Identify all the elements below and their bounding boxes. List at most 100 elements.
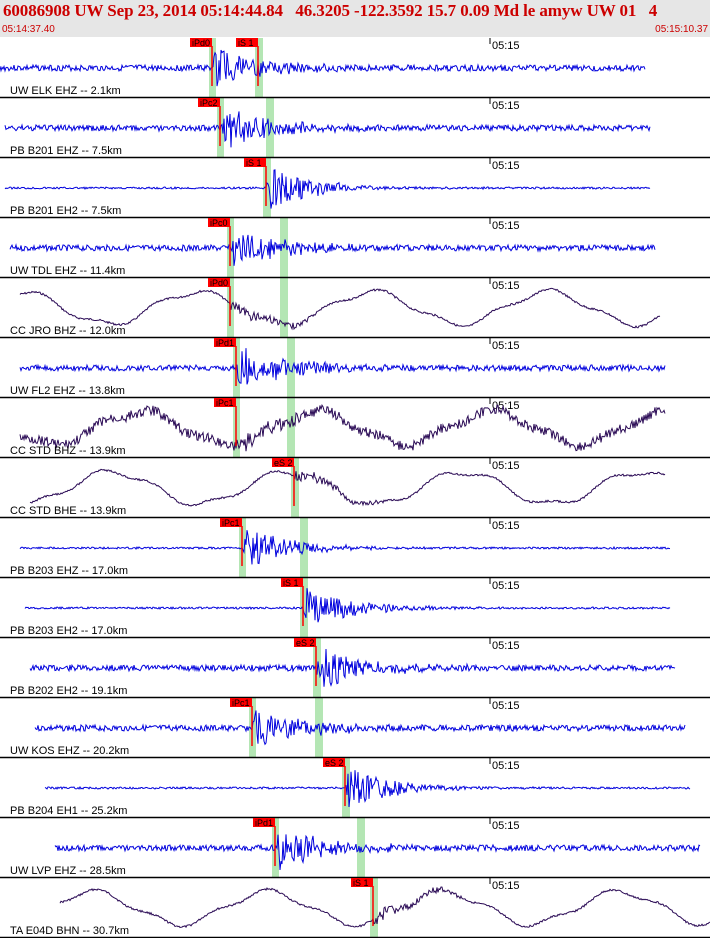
waveform-line (29, 468, 666, 507)
minute-tick-label: 05:15 (492, 220, 520, 232)
minute-tick-label: 05:15 (492, 700, 520, 712)
trace-panel: 05:15 iPd0 iS 1 UW ELK EHZ -- 2.1km (0, 38, 710, 99)
station-label: TA E04D BHN -- 30.7km (10, 925, 129, 937)
waveform-line (9, 234, 656, 266)
s-phase-band (287, 338, 295, 398)
pick-flag[interactable] (208, 218, 230, 227)
minute-tick-label: 05:15 (492, 460, 520, 472)
pick-flag[interactable] (208, 278, 230, 287)
trace-panel: 05:15 iPc2 PB B201 EHZ -- 7.5km (0, 98, 710, 159)
pick-label: iPc2 (200, 98, 218, 108)
trace-panel: 05:15 iPd0 CC JRO BHZ -- 12.0km (0, 278, 710, 339)
pick-flag[interactable] (323, 758, 345, 767)
pick-flag[interactable] (214, 398, 236, 407)
minute-tick-label: 05:15 (492, 280, 520, 292)
station-label: UW KOS EHZ -- 20.2km (10, 745, 129, 757)
waveform-line (34, 710, 686, 746)
station-label: CC JRO BHZ -- 12.0km (10, 325, 126, 337)
s-phase-band (263, 158, 271, 218)
minute-tick-label: 05:15 (492, 520, 520, 532)
trace-panel: 05:15 iPc0 UW TDL EHZ -- 11.4km (0, 218, 710, 279)
waveform-line (44, 770, 691, 808)
station-label: UW LVP EHZ -- 28.5km (10, 865, 126, 877)
trace-panel: 05:15 iS 1 TA E04D BHN -- 30.7km (0, 878, 710, 938)
waveform-line (24, 588, 671, 623)
station-label: UW ELK EHZ -- 2.1km (10, 85, 121, 97)
pick-label: iPc1 (232, 698, 250, 708)
minute-tick-label: 05:15 (492, 820, 520, 832)
trace-panel: 05:15 eS 2 PB B204 EH1 -- 25.2km (0, 758, 710, 819)
pick-flag[interactable] (214, 338, 236, 347)
pick-label: iPc0 (210, 218, 228, 228)
pick-label: iS 1 (353, 878, 369, 888)
trace-panel: 05:15 iS 1 PB B201 EH2 -- 7.5km (0, 158, 710, 219)
start-time: 05:14:37.40 (2, 24, 55, 35)
pick-flag[interactable] (253, 818, 275, 827)
pick-label: iPd1 (216, 338, 234, 348)
trace-panel: 05:15 iS 1 PB B203 EH2 -- 17.0km (0, 578, 710, 639)
trace-panel: 05:15 eS 2 CC STD BHE -- 13.9km (0, 458, 710, 519)
pick-flag[interactable] (244, 158, 266, 167)
s-phase-band (291, 458, 299, 518)
minute-tick-label: 05:15 (492, 340, 520, 352)
station-label: CC STD BHZ -- 13.9km (10, 445, 126, 457)
waveform-line (59, 886, 710, 929)
station-label: PB B202 EH2 -- 19.1km (10, 685, 127, 697)
pick-flag[interactable] (220, 518, 242, 527)
waveform-line (19, 348, 666, 385)
pick-flag[interactable] (236, 38, 258, 47)
s-phase-band (280, 278, 288, 338)
waveform-line (54, 834, 701, 871)
waveform-line (4, 111, 651, 148)
s-phase-band (255, 38, 263, 98)
pick-label: iS 1 (238, 38, 254, 48)
minute-tick-label: 05:15 (492, 580, 520, 592)
minute-tick-label: 05:15 (492, 100, 520, 112)
station-label: CC STD BHE -- 13.9km (10, 505, 126, 517)
pick-label: eS 2 (296, 638, 315, 648)
minute-tick-label: 05:15 (492, 640, 520, 652)
pick-label: iPd1 (255, 818, 273, 828)
pick-label: eS 2 (325, 758, 344, 768)
pick-label: iPc1 (216, 398, 234, 408)
pick-label: iPd0 (210, 278, 228, 288)
trace-panel: 05:15 iPd1 UW FL2 EHZ -- 13.8km (0, 338, 710, 399)
seismogram-plot: 05:15 iPd0 iS 1 UW ELK EHZ -- 2.1km 05:15 iPc… (0, 38, 710, 938)
minute-tick-label: 05:15 (492, 760, 520, 772)
pick-label: iS 1 (246, 158, 262, 168)
s-phase-band (313, 638, 321, 698)
minute-tick-label: 05:15 (492, 40, 520, 52)
station-label: PB B201 EHZ -- 7.5km (10, 145, 122, 157)
pick-flag[interactable] (272, 458, 294, 467)
trace-panel: 05:15 iPc1 PB B203 EHZ -- 17.0km (0, 518, 710, 579)
station-label: UW FL2 EHZ -- 13.8km (10, 385, 125, 397)
station-label: PB B203 EHZ -- 17.0km (10, 565, 128, 577)
waveform-line (19, 530, 671, 565)
waveform-line (0, 49, 646, 87)
trace-panel: 05:15 eS 2 PB B202 EH2 -- 19.1km (0, 638, 710, 699)
station-label: PB B201 EH2 -- 7.5km (10, 205, 121, 217)
waveform-line (29, 648, 676, 687)
trace-panel: 05:15 iPc1 UW KOS EHZ -- 20.2km (0, 698, 710, 759)
waveform-line (4, 169, 651, 209)
pick-flag[interactable] (281, 578, 303, 587)
pick-flag[interactable] (351, 878, 373, 887)
pick-flag[interactable] (190, 38, 212, 47)
event-title: 60086908 UW Sep 23, 2014 05:14:44.84 46.… (3, 1, 658, 20)
pick-label: eS 2 (274, 458, 293, 468)
trace-panel: 05:15 iPd1 UW LVP EHZ -- 28.5km (0, 818, 710, 879)
pick-label: iPc1 (222, 518, 240, 528)
pick-flag[interactable] (230, 698, 252, 707)
station-label: PB B204 EH1 -- 25.2km (10, 805, 127, 817)
pick-flag[interactable] (294, 638, 316, 647)
minute-tick-label: 05:15 (492, 880, 520, 892)
s-phase-band (300, 578, 308, 638)
station-label: PB B203 EH2 -- 17.0km (10, 625, 127, 637)
minute-tick-label: 05:15 (492, 160, 520, 172)
s-phase-band (370, 878, 378, 938)
station-label: UW TDL EHZ -- 11.4km (10, 265, 125, 277)
header-bar: 60086908 UW Sep 23, 2014 05:14:44.84 46.… (0, 0, 710, 37)
s-phase-band (287, 398, 295, 458)
pick-flag[interactable] (198, 98, 220, 107)
